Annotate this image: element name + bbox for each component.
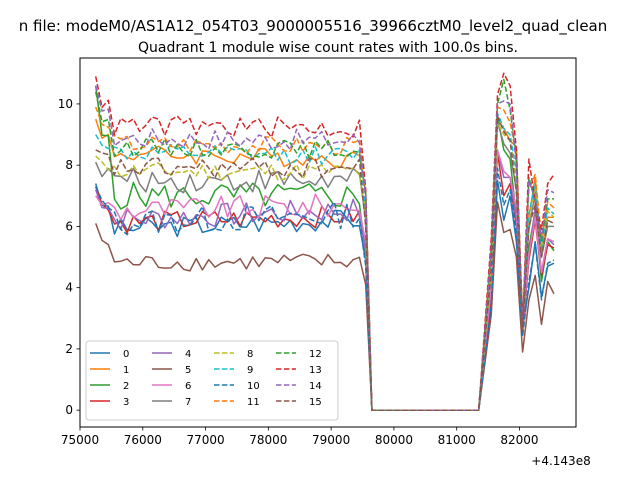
series-line-15 <box>95 115 555 411</box>
legend-box <box>85 340 339 421</box>
series-layer <box>94 72 555 411</box>
y-tick-label: 0 <box>65 403 73 417</box>
legend-label-12: 12 <box>309 349 322 360</box>
series-line-10 <box>95 167 555 411</box>
legend-label-3: 3 <box>123 397 129 408</box>
series-line-13 <box>94 72 555 411</box>
y-tick-label: 10 <box>58 97 73 111</box>
legend-label-8: 8 <box>247 349 253 360</box>
y-tick-label: 8 <box>65 158 73 172</box>
x-tick-label: 75000 <box>61 433 99 447</box>
plot-frame <box>79 57 577 428</box>
legend-label-4: 4 <box>185 349 191 360</box>
legend-label-14: 14 <box>309 381 322 392</box>
x-tick-label: 77000 <box>186 433 224 447</box>
x-tick-label: 79000 <box>312 433 350 447</box>
legend-label-5: 5 <box>185 365 191 376</box>
legend-label-2: 2 <box>123 381 129 392</box>
legend-label-7: 7 <box>185 397 191 408</box>
legend-label-1: 1 <box>123 365 129 376</box>
legend-label-15: 15 <box>309 397 322 408</box>
legend-label-11: 11 <box>247 397 260 408</box>
x-tick-label: 82000 <box>500 433 538 447</box>
x-tick-label: 76000 <box>124 433 162 447</box>
x-axis: 75000 76000 77000 78000 79000 80000 81000 82000 <box>61 427 539 447</box>
legend-label-0: 0 <box>123 349 129 360</box>
legend-label-9: 9 <box>247 365 253 376</box>
x-tick-label: 80000 <box>375 433 413 447</box>
chart-title: Quadrant 1 module wise count rates with … <box>138 40 518 56</box>
y-tick-label: 2 <box>65 342 73 356</box>
legend-label-10: 10 <box>247 381 260 392</box>
series-line-12 <box>94 78 554 411</box>
y-tick-label: 4 <box>65 281 73 295</box>
series-line-6 <box>95 149 555 411</box>
x-offset-label: +4.143e8 <box>531 454 590 468</box>
y-tick-label: 6 <box>65 219 73 233</box>
series-line-5 <box>94 201 555 411</box>
legend-label-6: 6 <box>185 381 191 392</box>
x-tick-label: 78000 <box>249 433 287 447</box>
legend-label-13: 13 <box>309 365 322 376</box>
figure-suptitle: n file: modeM0/AS1A12_054T03_9000005516_… <box>19 17 608 36</box>
x-tick-label: 81000 <box>438 433 476 447</box>
y-axis: 0 2 4 6 8 10 <box>58 97 80 417</box>
